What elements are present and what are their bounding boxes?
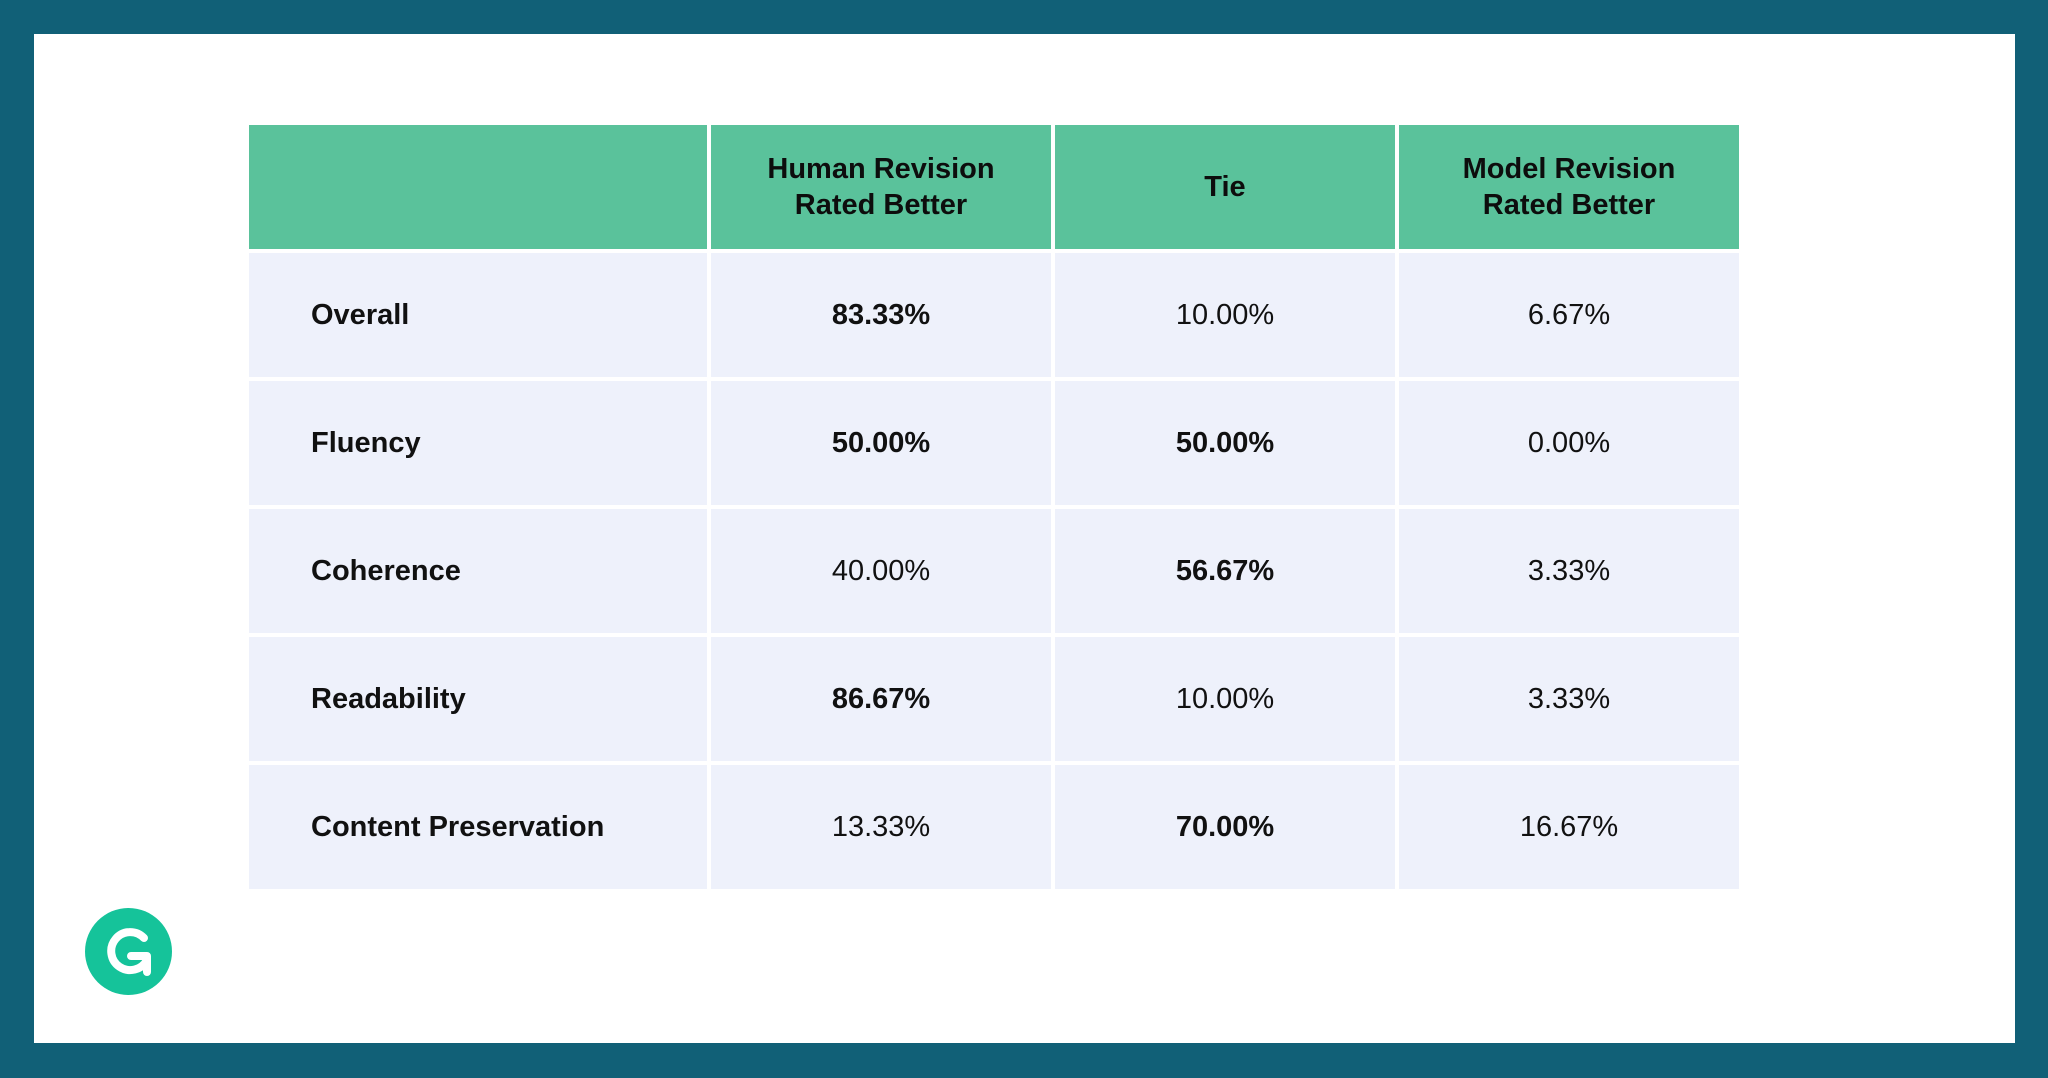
row-label-overall: Overall: [249, 253, 707, 377]
results-table: Human Revision Rated Better Tie Model Re…: [249, 125, 1739, 889]
header-label: Human Revision: [767, 153, 995, 185]
row-label-readability: Readability: [249, 637, 707, 761]
header-label: Tie: [1204, 171, 1246, 203]
cell-readability-model: 3.33%: [1399, 637, 1739, 761]
grammarly-g-icon: [85, 908, 172, 995]
cell-overall-human: 83.33%: [711, 253, 1051, 377]
cell-content-preservation-human: 13.33%: [711, 765, 1051, 889]
cell-coherence-tie: 56.67%: [1055, 509, 1395, 633]
header-human: Human Revision Rated Better: [711, 125, 1051, 249]
header-tie: Tie: [1055, 125, 1395, 249]
cell-coherence-model: 3.33%: [1399, 509, 1739, 633]
row-label-fluency: Fluency: [249, 381, 707, 505]
header-label: Model Revision: [1462, 153, 1676, 185]
cell-readability-tie: 10.00%: [1055, 637, 1395, 761]
row-label-coherence: Coherence: [249, 509, 707, 633]
cell-readability-human: 86.67%: [711, 637, 1051, 761]
row-label-content-preservation: Content Preservation: [249, 765, 707, 889]
header-label: Rated Better: [794, 189, 968, 221]
header-empty: [249, 125, 707, 249]
cell-fluency-tie: 50.00%: [1055, 381, 1395, 505]
cell-overall-model: 6.67%: [1399, 253, 1739, 377]
cell-coherence-human: 40.00%: [711, 509, 1051, 633]
cell-fluency-human: 50.00%: [711, 381, 1051, 505]
header-model: Model Revision Rated Better: [1399, 125, 1739, 249]
header-label: Rated Better: [1482, 189, 1656, 221]
cell-fluency-model: 0.00%: [1399, 381, 1739, 505]
cell-content-preservation-model: 16.67%: [1399, 765, 1739, 889]
cell-overall-tie: 10.00%: [1055, 253, 1395, 377]
cell-content-preservation-tie: 70.00%: [1055, 765, 1395, 889]
